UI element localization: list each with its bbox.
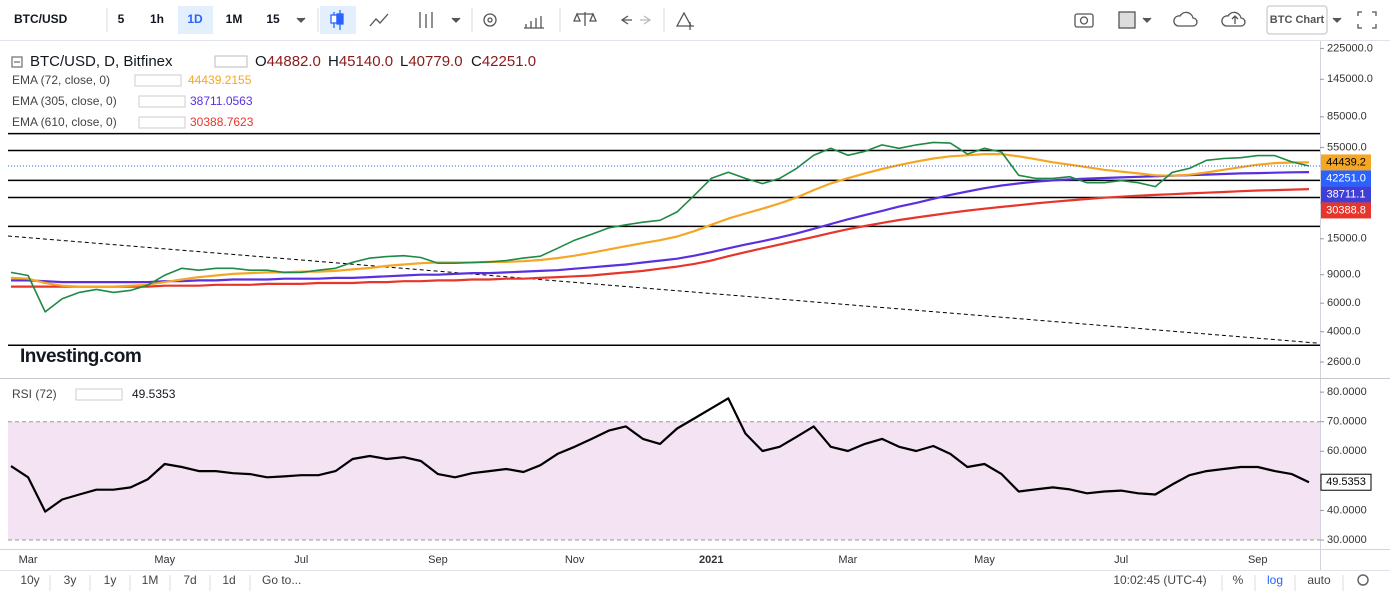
bottom-separators [49,575,1344,591]
interval-button[interactable]: 1D [187,12,203,26]
price-tag [1321,186,1371,203]
y-tick-label: 2600.0 [1327,356,1361,368]
series-line [10,153,1310,288]
toolbar [0,0,1390,40]
ohlc-key: H [328,53,339,70]
y-tick-label: 6000.0 [1327,297,1361,309]
y-tick-label: 40.0000 [1327,504,1367,516]
price-tag [1321,170,1371,187]
x-tick-label: Mar [838,554,857,566]
y-tick-label: 60.0000 [1327,445,1367,457]
x-tick-label: May [154,554,175,566]
y-tick-label: 80.0000 [1327,386,1367,398]
toolbar-icons [11,5,1377,68]
indicator-icons [138,95,186,108]
y-tick-label: 15000.0 [1327,233,1367,245]
ohlc-value: 42251.0 [482,53,536,70]
range-button[interactable]: 1M [142,573,159,587]
x-tick-label: Jul [294,554,308,566]
ohlc-item: L40779.0 [400,53,463,70]
series-line [10,397,1310,513]
indicator-icons [75,388,123,401]
indicator-value: 44439.2155 [188,73,252,87]
series-line [11,171,1310,284]
range-button[interactable]: 7d [183,573,196,587]
ohlc-item: C42251.0 [471,53,536,70]
ohlc-value: 44882.0 [267,53,321,70]
range-button[interactable]: 3y [64,573,77,587]
symbol[interactable]: BTC/USD [14,12,68,26]
x-tick-label: Jul [1114,554,1128,566]
y-tick-label: 145000.0 [1327,73,1373,85]
y-tick-label: 55000.0 [1327,141,1367,153]
interval-button[interactable]: 15 [266,12,280,26]
ohlc-key: L [400,53,408,70]
logo: Investing.com [20,346,141,367]
range-button[interactable]: 1y [104,573,117,587]
price-tag-label: 38711.1 [1327,188,1366,200]
indicator-name: RSI (72) [12,387,57,401]
price-tag [1321,202,1371,219]
ohlc-value: 45140.0 [339,53,393,70]
price-tag-label: 30388.8 [1326,204,1366,216]
interval-button[interactable]: 1h [150,12,164,26]
range-button[interactable]: 10y [20,573,39,587]
clock: 10:02:45 (UTC-4) [1113,573,1206,587]
ohlc-item: H45140.0 [328,53,393,70]
price-tag-label: 44439.2 [1326,156,1366,168]
ohlc-value: 40779.0 [408,53,462,70]
series-line [10,141,1310,313]
ohlc-key: C [471,53,482,70]
bottom-bar [0,570,1390,596]
scale-option[interactable]: % [1233,573,1244,587]
price-tag-label: 49.5353 [1326,476,1366,488]
settings-icon[interactable] [1357,574,1369,586]
interval-button[interactable]: 5 [118,12,125,26]
y-tick-label: 85000.0 [1327,111,1367,123]
indicator-icons [134,74,182,87]
trendline [7,235,1319,344]
layout-name[interactable]: BTC Chart [1270,14,1325,26]
goto-button[interactable]: Go to... [262,573,301,587]
range-button[interactable]: 1d [222,573,235,587]
y-tick-label: 30.0000 [1327,534,1367,546]
series-line [11,188,1310,288]
y-tick-label: 9000.0 [1327,269,1361,281]
x-tick-label: Mar [19,554,38,566]
x-tick-label: Sep [428,554,448,566]
indicator-value: 38711.0563 [190,94,253,108]
x-tick-label: May [974,554,995,566]
interval-button[interactable]: 1M [226,12,243,26]
indicator-name: EMA (305, close, 0) [12,94,117,108]
x-tick-label: 2021 [699,554,723,566]
price-tag [1320,473,1372,491]
scale-option[interactable]: auto [1307,573,1331,587]
indicator-name: EMA (610, close, 0) [12,115,117,129]
price-tag [1321,154,1371,171]
chart-title: BTC/USD, D, Bitfinex [30,53,173,70]
price-tag-label: 42251.0 [1326,172,1366,184]
x-tick-label: Nov [565,554,585,566]
indicator-value: 30388.7623 [190,115,254,129]
y-tick-label: 4000.0 [1327,326,1361,338]
ohlc-item: O44882.0 [255,53,321,70]
y-tick-label: 225000.0 [1327,42,1373,54]
y-tick-label: 70.0000 [1327,416,1367,428]
indicator-value: 49.5353 [132,387,176,401]
indicator-name: EMA (72, close, 0) [12,73,110,87]
ohlc-key: O [255,53,267,70]
legend-icons [214,55,248,68]
x-tick-label: Sep [1248,554,1268,566]
scale-option[interactable]: log [1267,573,1283,587]
indicator-icons [138,116,186,129]
